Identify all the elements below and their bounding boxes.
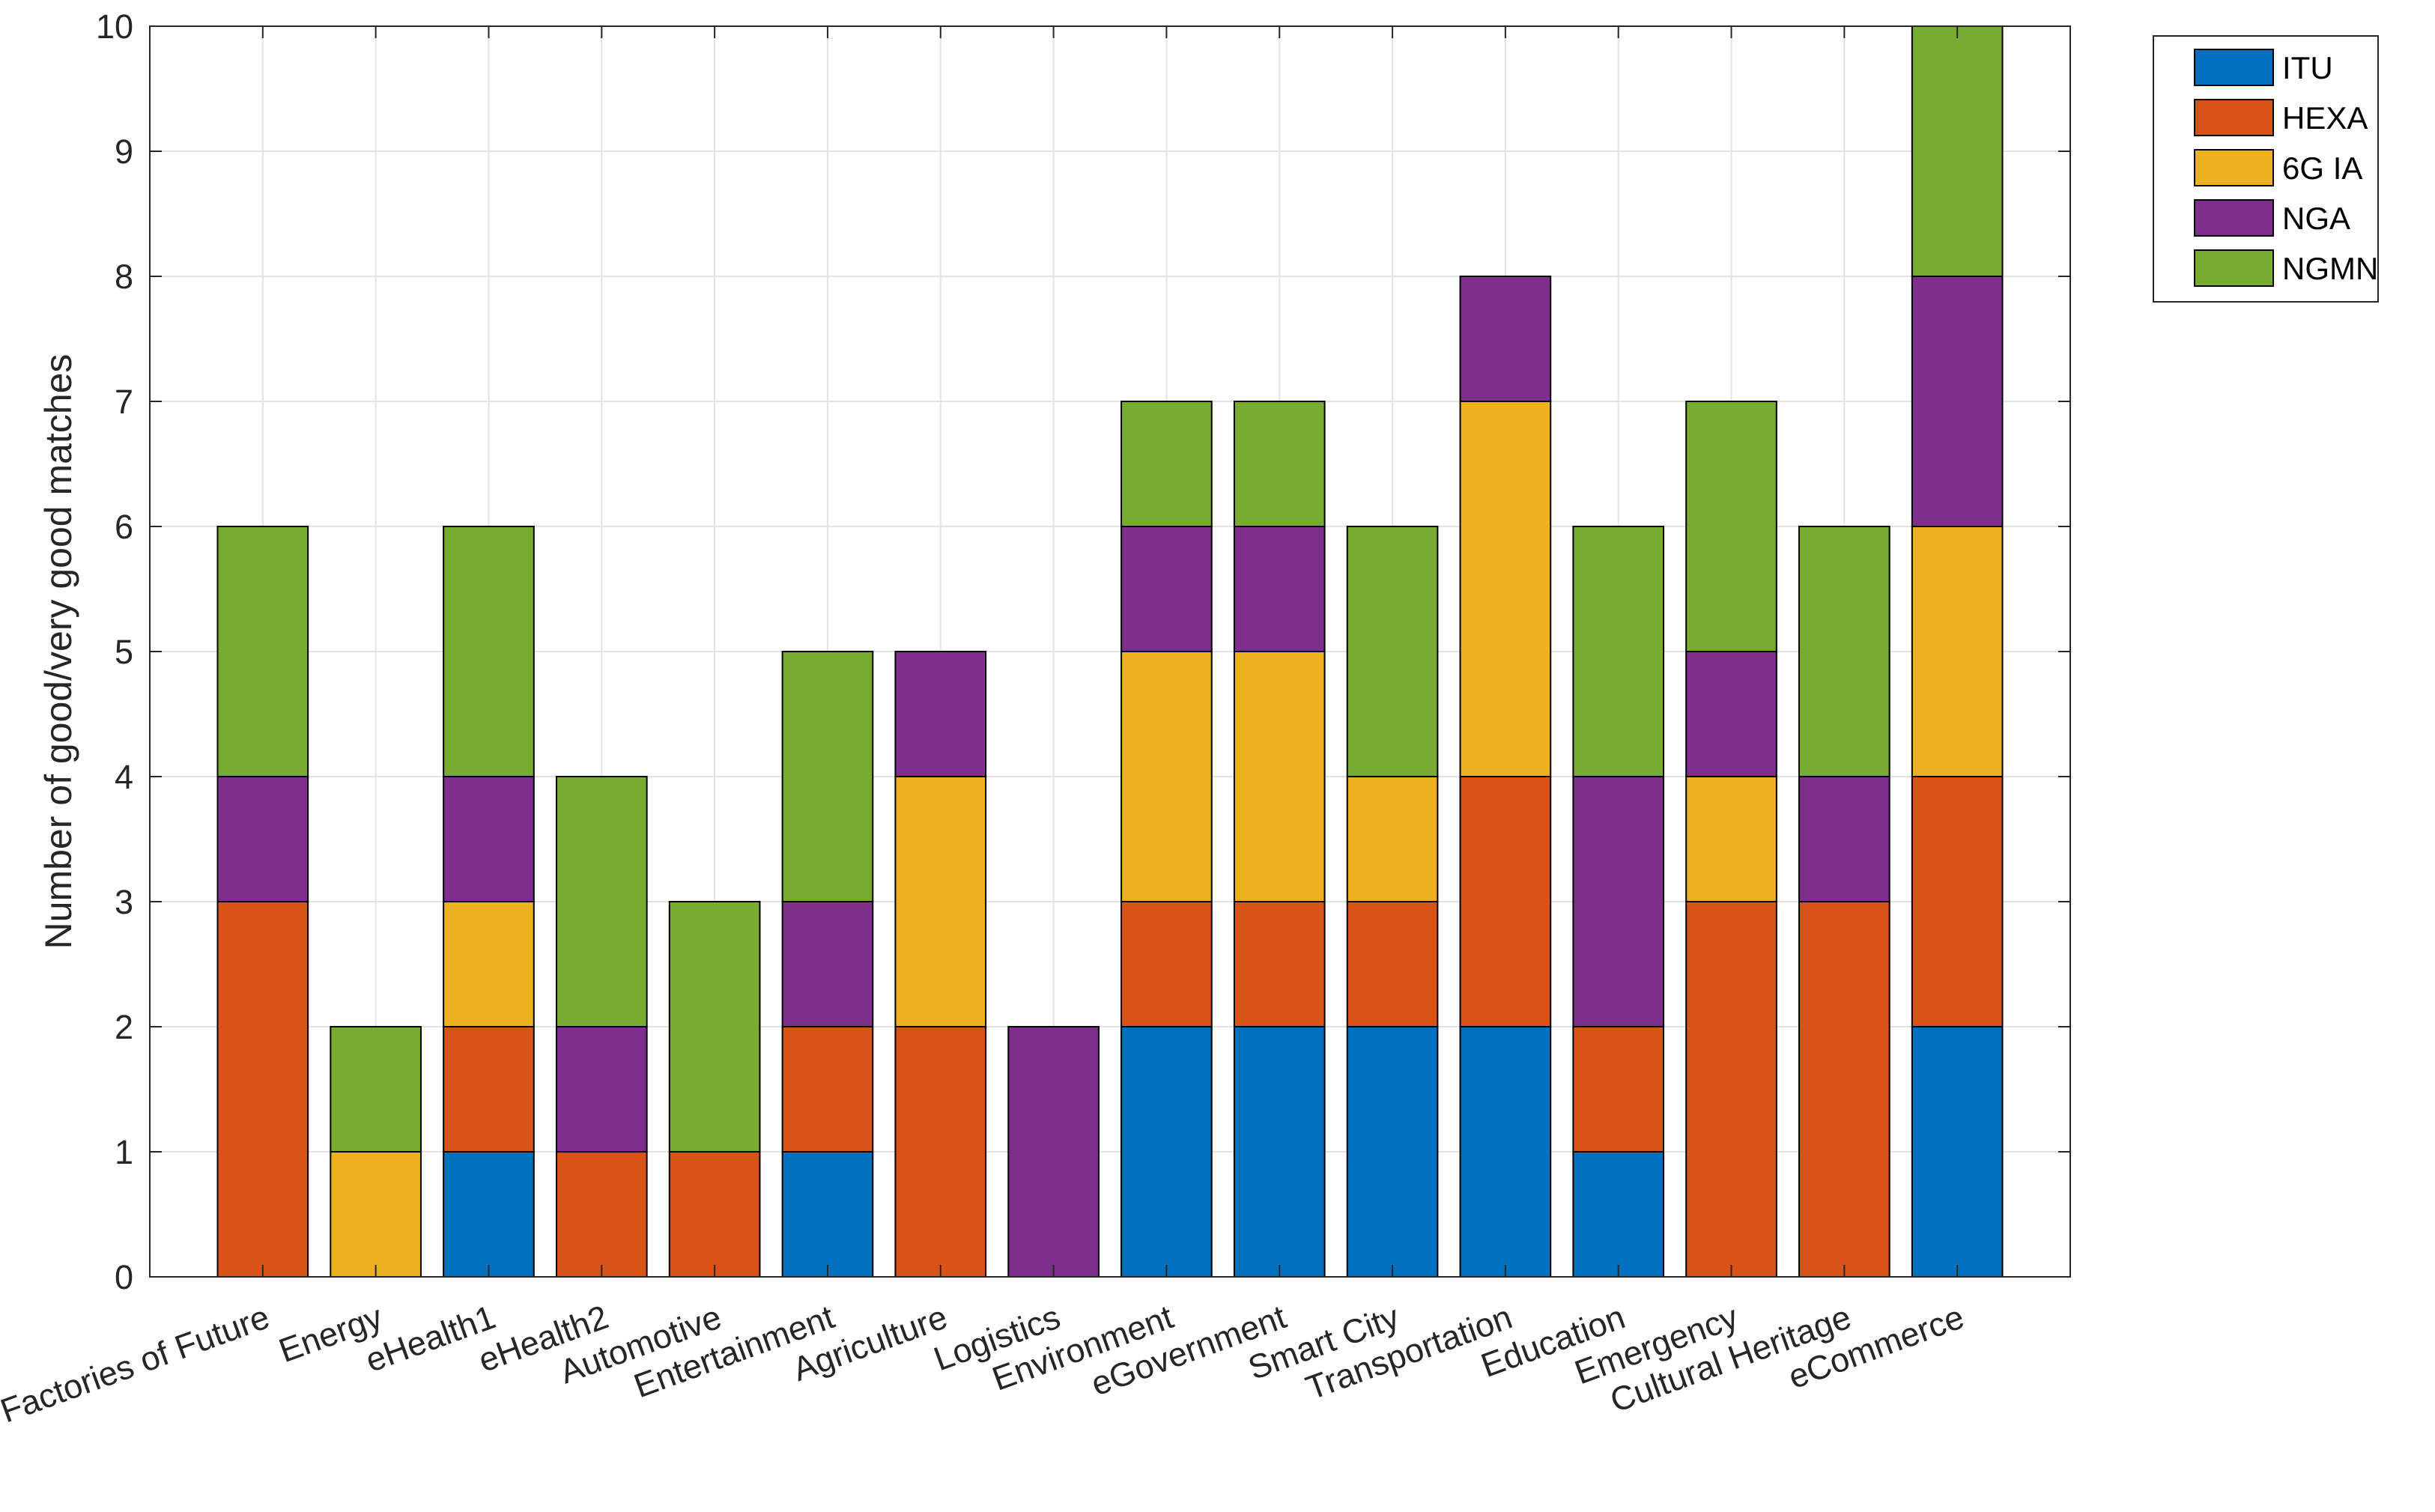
- bar-segment: [1798, 526, 1890, 777]
- legend-label: HEXA: [2282, 100, 2368, 136]
- bar-segment: [1572, 1026, 1665, 1153]
- bar-segment: [1121, 651, 1213, 902]
- bar-segment: [1459, 1026, 1552, 1278]
- y-tick-label: 7: [115, 383, 133, 421]
- bar-segment: [1233, 526, 1326, 652]
- bar-segment: [1121, 526, 1213, 652]
- bar-segment: [668, 901, 761, 1153]
- legend-swatch: [2194, 249, 2274, 287]
- bar-segment: [1121, 401, 1213, 527]
- bar-segment: [1685, 651, 1777, 777]
- bar-segment: [1346, 526, 1439, 777]
- bar-segment: [1121, 901, 1213, 1027]
- bar-segment: [894, 1026, 987, 1278]
- y-tick-label: 8: [115, 258, 133, 296]
- bar-segment: [781, 1151, 874, 1278]
- y-tick-label: 10: [96, 7, 133, 46]
- bar-segment: [216, 776, 309, 902]
- legend: ITU HEXA 6G IA NGA NGMN: [2153, 35, 2379, 303]
- bar-segment: [1798, 776, 1890, 902]
- bar-segment: [443, 1026, 535, 1153]
- bar-segment: [1572, 526, 1665, 777]
- bar-segment: [216, 901, 309, 1278]
- bar-segment: [555, 1026, 648, 1153]
- bar-segment: [1911, 776, 2004, 1027]
- bar-segment: [1459, 776, 1552, 1027]
- legend-label: NGMN: [2282, 251, 2378, 286]
- legend-swatch: [2194, 49, 2274, 86]
- bar-segment: [1572, 1151, 1665, 1278]
- legend-swatch: [2194, 199, 2274, 237]
- bar-segment: [216, 526, 309, 777]
- bar-segment: [330, 1151, 422, 1278]
- y-tick-label: 4: [115, 758, 133, 796]
- bar-segment: [1911, 1026, 2004, 1278]
- bar-segment: [555, 1151, 648, 1278]
- bar-segment: [1346, 901, 1439, 1027]
- bars: [216, 25, 2004, 1278]
- bar-segment: [1911, 276, 2004, 527]
- legend-label: 6G IA: [2282, 151, 2362, 186]
- y-tick-label: 9: [115, 133, 133, 171]
- bar-segment: [443, 1151, 535, 1278]
- bar-segment: [894, 776, 987, 1027]
- bar-segment: [668, 1151, 761, 1278]
- bar-segment: [1685, 776, 1777, 902]
- bar-segment: [1346, 776, 1439, 902]
- y-tick-label: 0: [115, 1258, 133, 1296]
- bar-segment: [1911, 25, 2004, 277]
- bar-segment: [1459, 276, 1552, 402]
- y-axis-label: Number of good/very good matches: [37, 354, 79, 950]
- bar-segment: [781, 901, 874, 1027]
- legend-label: ITU: [2282, 50, 2333, 85]
- bar-segment: [781, 1026, 874, 1153]
- bar-segment: [555, 776, 648, 1027]
- bar-segment: [1007, 1026, 1100, 1278]
- legend-label: NGA: [2282, 201, 2350, 236]
- bar-segment: [1233, 901, 1326, 1027]
- bar-segment: [443, 526, 535, 777]
- legend-swatch: [2194, 99, 2274, 136]
- bar-segment: [894, 651, 987, 777]
- bar-segment: [1121, 1026, 1213, 1278]
- bar-segment: [443, 776, 535, 902]
- y-tick-label: 1: [115, 1133, 133, 1171]
- bar-segment: [1233, 401, 1326, 527]
- bar-segment: [1798, 901, 1890, 1278]
- y-tick-label: 3: [115, 883, 133, 921]
- bar-segment: [1685, 401, 1777, 652]
- bar-segment: [1459, 401, 1552, 777]
- bar-segment: [1911, 526, 2004, 777]
- bar-segment: [1233, 651, 1326, 902]
- y-tick-label: 6: [115, 508, 133, 546]
- y-tick-label: 2: [115, 1008, 133, 1046]
- legend-swatch: [2194, 149, 2274, 186]
- bar-segment: [443, 901, 535, 1027]
- bar-segment: [1233, 1026, 1326, 1278]
- bar-segment: [1346, 1026, 1439, 1278]
- bar-segment: [330, 1026, 422, 1153]
- y-tick-label: 5: [115, 633, 133, 671]
- bar-segment: [1685, 901, 1777, 1278]
- bar-segment: [1572, 776, 1665, 1027]
- bar-segment: [781, 651, 874, 902]
